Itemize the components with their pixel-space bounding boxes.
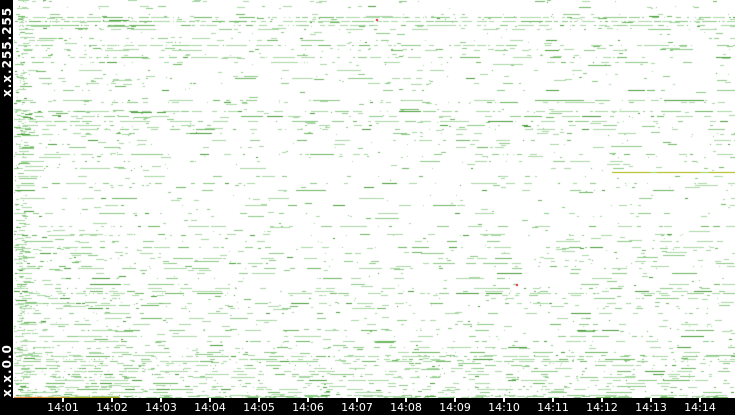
x-axis-tick [503, 398, 505, 402]
x-axis-label: 14:05 [243, 401, 275, 414]
x-axis-label: 14:09 [439, 401, 471, 414]
x-axis-label: 14:04 [194, 401, 226, 414]
x-axis-tick [111, 398, 113, 402]
x-axis-tick [62, 398, 64, 402]
x-axis-label: 14:01 [47, 401, 79, 414]
x-axis-tick [307, 398, 309, 402]
x-axis-tick [209, 398, 211, 402]
x-axis-label: 14:10 [488, 401, 520, 414]
x-axis-tick [650, 398, 652, 402]
x-axis-label: 14:08 [390, 401, 422, 414]
x-axis-tick [405, 398, 407, 402]
x-axis-tick [454, 398, 456, 402]
y-axis-bar [0, 0, 13, 415]
x-axis-tick [356, 398, 358, 402]
scatter-plot-canvas[interactable] [14, 0, 735, 398]
x-axis-label: 14:11 [537, 401, 569, 414]
x-axis-tick [258, 398, 260, 402]
x-axis-label: 14:07 [341, 401, 373, 414]
x-axis-tick [160, 398, 162, 402]
y-axis-min-label: x.x.0.0 [0, 344, 14, 397]
x-axis-tick [601, 398, 603, 402]
x-axis-label: 14:02 [96, 401, 128, 414]
x-axis-label: 14:06 [292, 401, 324, 414]
x-axis-label: 14:12 [586, 401, 618, 414]
x-axis-bar [0, 398, 735, 415]
x-axis-tick [699, 398, 701, 402]
x-axis-label: 14:13 [635, 401, 667, 414]
x-axis-label: 14:03 [145, 401, 177, 414]
y-axis-max-label: x.x.255.255 [0, 6, 14, 97]
x-axis-label: 14:14 [684, 401, 716, 414]
x-axis-tick [552, 398, 554, 402]
